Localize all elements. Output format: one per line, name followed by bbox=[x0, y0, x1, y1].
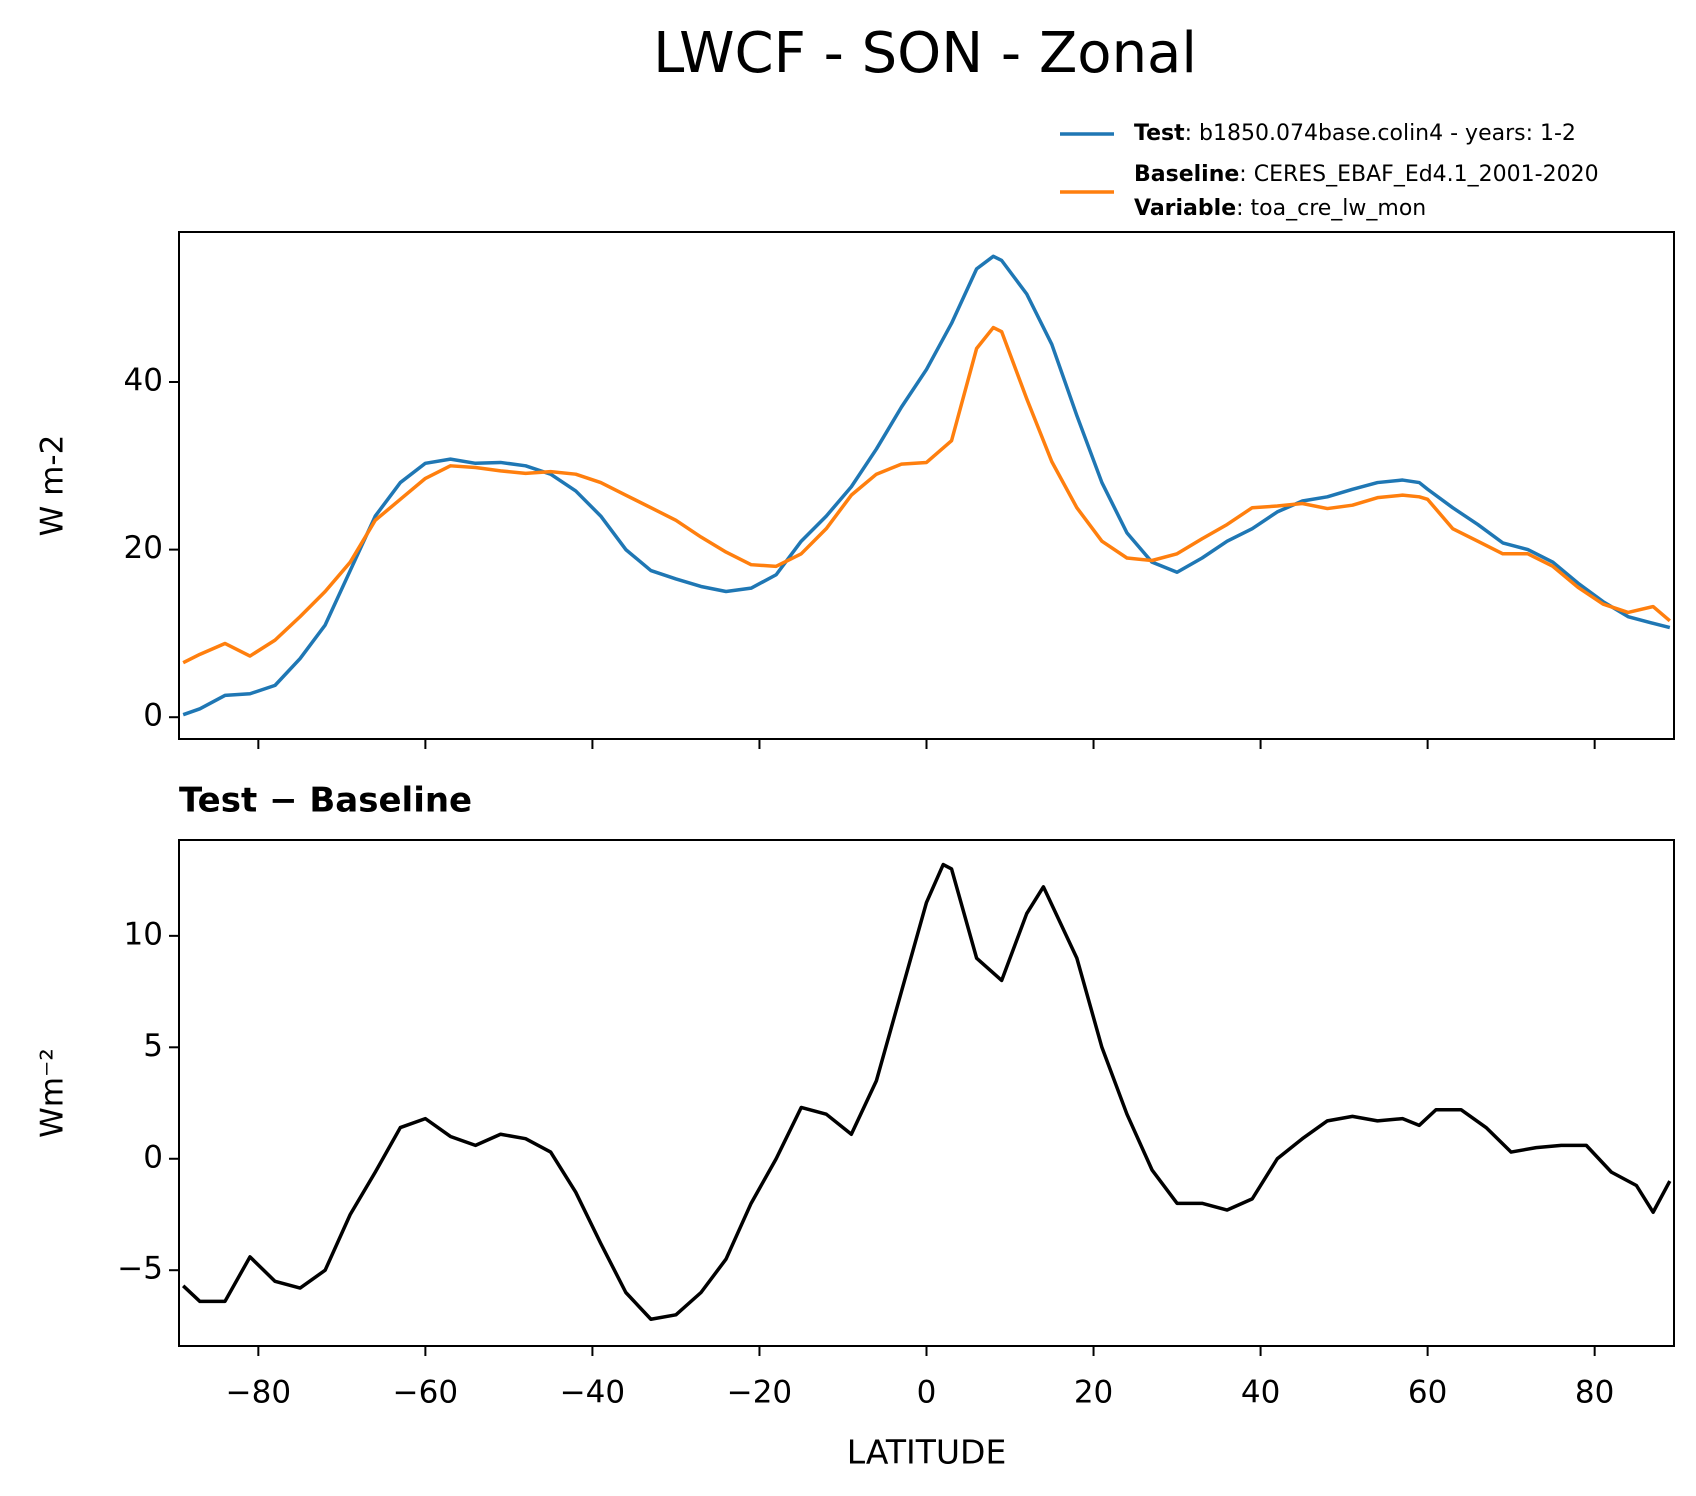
axes-title: Test − Baseline bbox=[179, 781, 472, 821]
x-tick-label: −40 bbox=[560, 1375, 625, 1411]
legend-entry: Variable: toa_cre_lw_mon bbox=[1134, 196, 1426, 221]
y-tick-label: 10 bbox=[124, 916, 163, 952]
data-line bbox=[181, 862, 1672, 1321]
data-line bbox=[182, 325, 1671, 665]
legend-entry: Test: b1850.074base.colin4 - years: 1-2 bbox=[1134, 121, 1576, 146]
x-tick-label: 20 bbox=[1074, 1375, 1113, 1411]
x-tick-label: 60 bbox=[1408, 1375, 1447, 1411]
y-tick-label: 5 bbox=[143, 1028, 163, 1064]
y-tick-label: 40 bbox=[124, 363, 163, 399]
y-tick-label: −5 bbox=[117, 1251, 163, 1287]
y-axis-label: W m-2 bbox=[35, 435, 71, 537]
legend-name: Test bbox=[1134, 121, 1185, 146]
y-axis-label: Wm⁻² bbox=[35, 1048, 71, 1138]
data-line bbox=[182, 254, 1671, 717]
axes-frame bbox=[178, 231, 1675, 740]
y-tick-label: 0 bbox=[143, 1139, 163, 1175]
legend-name: Baseline bbox=[1134, 162, 1239, 187]
x-tick-label: −20 bbox=[727, 1375, 792, 1411]
y-tick-label: 0 bbox=[143, 698, 163, 734]
x-tick-label: 0 bbox=[917, 1375, 937, 1411]
legend-entry: Baseline: CERES_EBAF_Ed4.1_2001-2020 bbox=[1134, 162, 1599, 187]
axes-frame bbox=[178, 839, 1675, 1347]
legend-name: Variable bbox=[1134, 196, 1236, 221]
x-tick-label: 80 bbox=[1575, 1375, 1614, 1411]
y-tick-label: 20 bbox=[124, 530, 163, 566]
x-tick-label: −60 bbox=[393, 1375, 458, 1411]
x-tick-label: 40 bbox=[1241, 1375, 1280, 1411]
legend-description: : CERES_EBAF_Ed4.1_2001-2020 bbox=[1239, 162, 1598, 187]
legend-description: : b1850.074base.colin4 - years: 1-2 bbox=[1185, 121, 1576, 146]
legend-description: : toa_cre_lw_mon bbox=[1236, 196, 1426, 221]
figure-title: LWCF - SON - Zonal bbox=[653, 21, 1197, 86]
x-axis-label: LATITUDE bbox=[847, 1433, 1007, 1472]
x-tick-label: −80 bbox=[226, 1375, 291, 1411]
